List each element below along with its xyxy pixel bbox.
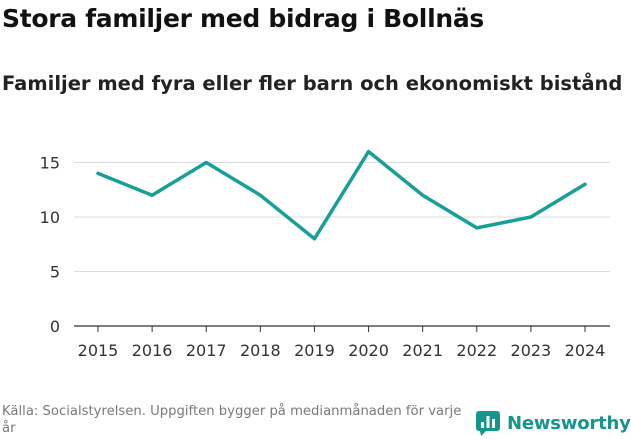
data-point: [367, 150, 371, 154]
x-tick-label: 2023: [511, 341, 552, 360]
chart-title: Stora familjer med bidrag i Bollnäs: [2, 4, 484, 33]
data-point: [583, 182, 587, 186]
data-point: [204, 161, 208, 164]
gridlines: [74, 162, 610, 272]
data-point: [96, 171, 100, 175]
y-tick-label: 15: [40, 154, 60, 173]
y-tick-label: 5: [50, 263, 60, 282]
x-axis-ticks: 2015 2016 2017 2018 2019 2020 2021 2022 2023 2024: [78, 326, 606, 360]
chart-subtitle: Familjer med fyra eller fler barn och ek…: [2, 72, 623, 95]
x-tick-label: 2019: [294, 341, 335, 360]
x-tick-label: 2022: [456, 341, 497, 360]
y-tick-label: 0: [50, 317, 60, 336]
brand-logo: Newsworthy: [475, 410, 631, 436]
source-note: Källa: Socialstyrelsen. Uppgiften bygger…: [2, 404, 462, 436]
bar-chart-icon: [476, 411, 500, 436]
x-tick-label: 2017: [186, 341, 227, 360]
data-point: [475, 226, 479, 230]
x-tick-label: 2015: [78, 341, 119, 360]
y-axis-ticks: 0 5 10 15: [40, 154, 60, 337]
x-tick-label: 2021: [402, 341, 443, 360]
x-tick-label: 2024: [565, 341, 606, 360]
x-tick-label: 2018: [240, 341, 281, 360]
y-tick-label: 10: [40, 208, 60, 227]
series: [96, 149, 587, 241]
brand-name: Newsworthy: [507, 412, 631, 434]
data-point: [421, 193, 425, 197]
data-point: [312, 237, 316, 241]
data-point: [258, 193, 262, 197]
data-point: [150, 193, 154, 197]
data-point: [529, 215, 533, 219]
series-line: [96, 149, 587, 241]
x-tick-label: 2016: [132, 341, 173, 360]
x-tick-label: 2020: [348, 341, 389, 360]
